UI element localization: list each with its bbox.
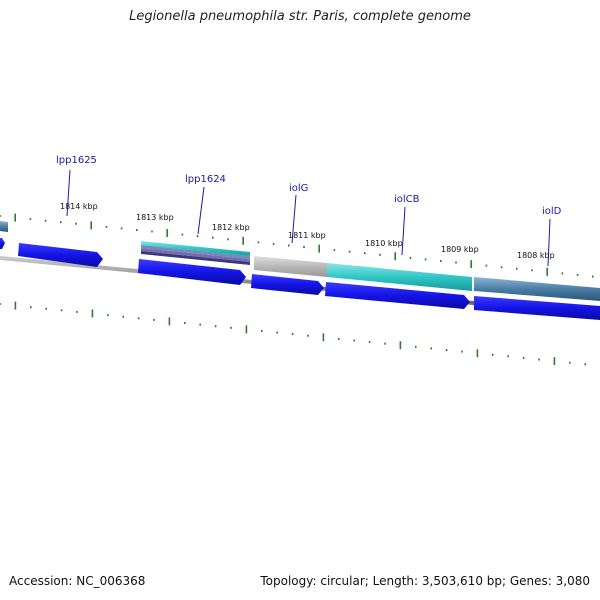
- gene-label-iold: iolD: [542, 206, 562, 217]
- feature-lpp1624-teal: [141, 241, 250, 256]
- scale-labels: 1814 kbp 1813 kbp 1812 kbp 1811 kbp 1810…: [60, 202, 555, 260]
- gene-label-lpp1624: lpp1624: [185, 174, 226, 185]
- scale-label: 1808 kbp: [517, 251, 555, 260]
- accession-text: Accession: NC_006368: [9, 574, 146, 588]
- cds-arrow: [474, 296, 600, 320]
- scale-ticks-upper: [0, 213, 594, 278]
- scale-label: 1814 kbp: [60, 202, 98, 211]
- gene-labels: lpp1625 lpp1624 iolG iolCB iolD: [56, 155, 562, 267]
- cds-arrow: [18, 243, 103, 267]
- cds-arrow: [325, 282, 470, 309]
- feature-iold-steel: [474, 277, 600, 301]
- feature-track: [0, 221, 600, 301]
- scale-label: 1809 kbp: [441, 245, 479, 254]
- feature-lpp1624-navy: [141, 251, 250, 265]
- feature-iolg-grey: [254, 256, 327, 277]
- feature-steel-left: [0, 221, 8, 232]
- genome-summary-text: Topology: circular; Length: 3,503,610 bp…: [260, 574, 590, 588]
- gene-label-iolg: iolG: [289, 183, 308, 194]
- feature-lpp1624-steel: [141, 245, 250, 259]
- feature-lpp1624-purple: [141, 248, 250, 262]
- gene-label-iolcb: iolCB: [394, 194, 420, 205]
- cds-arrow: [138, 259, 246, 285]
- cds-arrow: [251, 274, 324, 295]
- map-title: Legionella pneumophila str. Paris, compl…: [129, 9, 471, 24]
- scale-label: 1812 kbp: [212, 223, 250, 232]
- scale-label: 1810 kbp: [365, 239, 403, 248]
- cds-track: [0, 238, 600, 320]
- scale-label: 1811 kbp: [288, 231, 326, 240]
- cds-arrow: [0, 238, 5, 249]
- gene-label-lpp1625: lpp1625: [56, 155, 97, 166]
- scale-label: 1813 kbp: [136, 213, 174, 222]
- feature-iolcb-teal: [327, 263, 472, 291]
- scale-ticks-lower: [0, 301, 587, 366]
